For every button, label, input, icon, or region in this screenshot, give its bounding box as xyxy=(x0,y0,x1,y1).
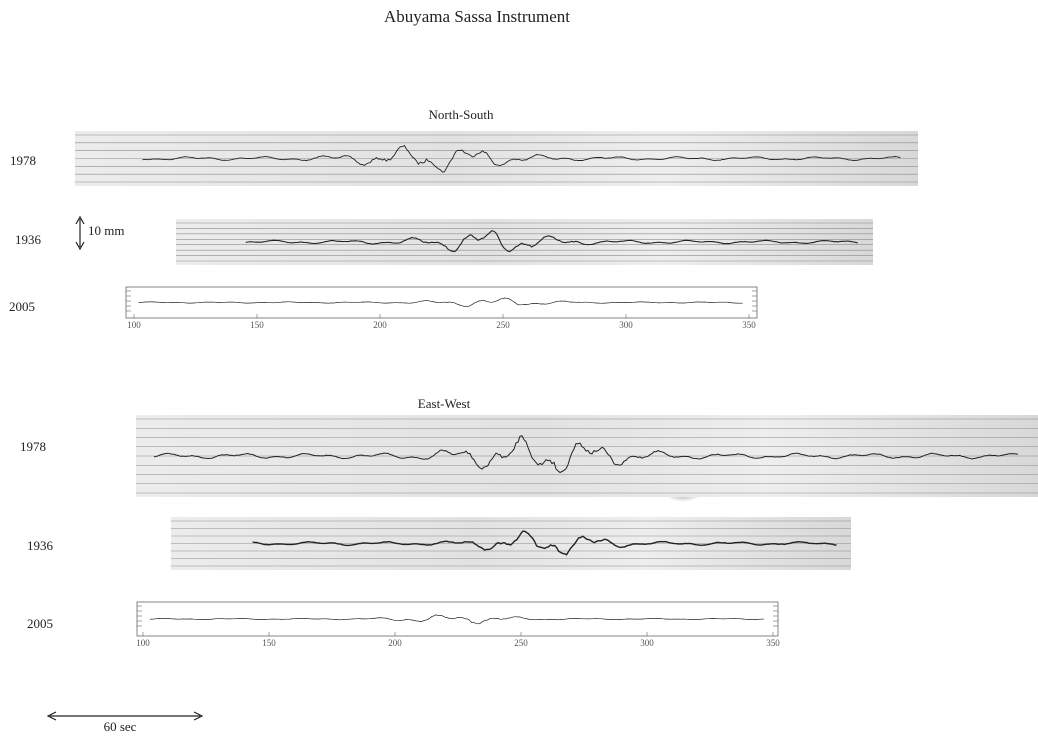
seismogram-record xyxy=(176,219,873,265)
record-year: 1936 xyxy=(15,232,42,247)
axis-tick-label: 350 xyxy=(742,320,756,330)
axis-tick-label: 300 xyxy=(619,320,633,330)
seismogram-record xyxy=(136,415,1038,497)
panel-heading: North-South xyxy=(429,107,495,122)
trace xyxy=(245,230,858,253)
scale-arrow-heads xyxy=(75,215,85,251)
trace xyxy=(252,530,837,556)
axis-tick-label: 350 xyxy=(766,638,780,648)
record-paper xyxy=(176,219,873,265)
axis-tick-label: 200 xyxy=(373,320,387,330)
seismogram-record: 100 150 200 250 300 350 xyxy=(125,286,758,330)
record-year: 2005 xyxy=(9,299,35,314)
scale-arrow-heads xyxy=(46,711,204,721)
figure-title: Abuyama Sassa Instrument xyxy=(384,7,570,26)
axis-tick-label: 250 xyxy=(514,638,528,648)
record-frame xyxy=(125,286,758,319)
seismogram-record xyxy=(171,517,851,570)
axis-tick-label: 150 xyxy=(250,320,264,330)
trace xyxy=(138,297,743,308)
horizontal-scale-label: 60 sec xyxy=(104,719,137,733)
trace xyxy=(142,144,901,173)
seismogram-record: 100 150 200 250 300 350 xyxy=(136,601,780,648)
trace xyxy=(153,435,1019,474)
axis-tick-label: 200 xyxy=(388,638,402,648)
record-year: 1978 xyxy=(10,153,36,168)
seismogram-record xyxy=(75,131,918,186)
record-year: 2005 xyxy=(27,616,53,631)
record-year: 1978 xyxy=(20,439,46,454)
panel-heading: East-West xyxy=(418,396,471,411)
trace xyxy=(149,614,764,625)
axis-tick-label: 250 xyxy=(496,320,510,330)
record-frame xyxy=(136,601,779,637)
axis-tick-label: 100 xyxy=(136,638,150,648)
axis-tick-label: 100 xyxy=(127,320,141,330)
vertical-scale-label: 10 mm xyxy=(88,223,124,238)
axis-tick-label: 300 xyxy=(640,638,654,648)
record-year: 1936 xyxy=(27,538,54,553)
axis-tick-label: 150 xyxy=(262,638,276,648)
